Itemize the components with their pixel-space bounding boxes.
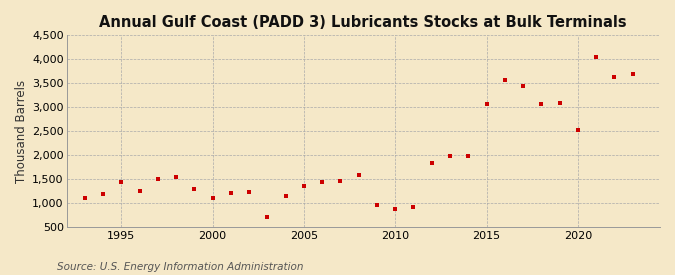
- Point: [408, 204, 419, 209]
- Point: [244, 190, 254, 194]
- Point: [518, 84, 529, 89]
- Point: [298, 184, 309, 188]
- Point: [445, 154, 456, 158]
- Point: [591, 55, 601, 59]
- Point: [335, 178, 346, 183]
- Point: [80, 196, 90, 200]
- Point: [189, 187, 200, 191]
- Point: [536, 102, 547, 106]
- Point: [98, 192, 109, 196]
- Point: [134, 189, 145, 193]
- Point: [390, 207, 401, 211]
- Point: [609, 75, 620, 79]
- Point: [371, 202, 382, 207]
- Text: Source: U.S. Energy Information Administration: Source: U.S. Energy Information Administ…: [57, 262, 304, 272]
- Point: [207, 196, 218, 200]
- Point: [554, 101, 565, 105]
- Point: [353, 173, 364, 178]
- Point: [463, 154, 474, 158]
- Point: [627, 72, 638, 76]
- Point: [116, 180, 127, 184]
- Point: [280, 194, 291, 199]
- Point: [500, 78, 510, 82]
- Point: [153, 177, 163, 181]
- Point: [171, 175, 182, 180]
- Title: Annual Gulf Coast (PADD 3) Lubricants Stocks at Bulk Terminals: Annual Gulf Coast (PADD 3) Lubricants St…: [99, 15, 627, 30]
- Y-axis label: Thousand Barrels: Thousand Barrels: [15, 79, 28, 183]
- Point: [481, 102, 492, 106]
- Point: [427, 161, 437, 166]
- Point: [225, 191, 236, 195]
- Point: [262, 214, 273, 219]
- Point: [572, 128, 583, 132]
- Point: [317, 180, 327, 184]
